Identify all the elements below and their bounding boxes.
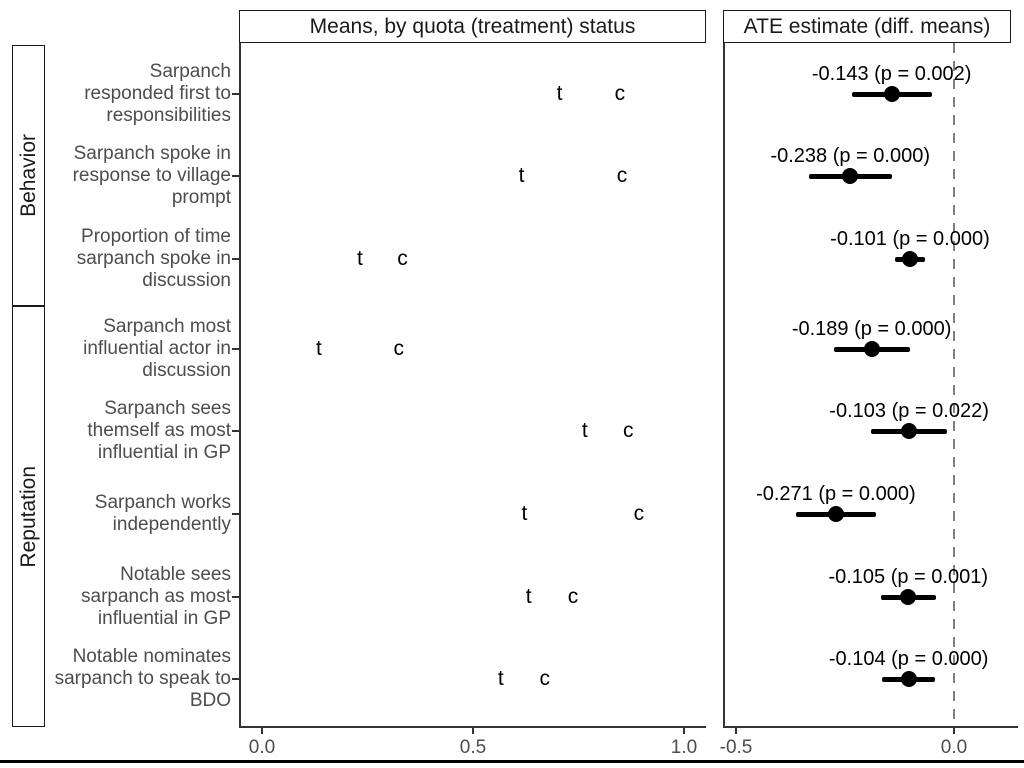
y-tick	[232, 513, 239, 515]
means-panel-x-tick	[683, 727, 685, 734]
panel-title-ate: ATE estimate (diff. means)	[723, 10, 1011, 43]
y-axis-label: Sarpanch responded first to responsibiliti…	[84, 61, 231, 127]
y-axis-label: Sarpanch spoke in response to village prom…	[73, 143, 231, 209]
y-axis-label-line: discussion	[142, 360, 231, 381]
c-marker: c	[393, 337, 404, 360]
y-axis-label: Notable nominates sarpanch to speak to BDO	[55, 646, 231, 712]
y-axis-label-line: independently	[112, 514, 231, 535]
y-axis-label-line: influential actor in	[83, 338, 231, 359]
panel-title-means: Means, by quota (treatment) status	[239, 10, 706, 43]
ate-annotation: -0.189 (p = 0.000)	[791, 318, 952, 340]
y-axis-label-line: sarpanch as most	[81, 586, 231, 607]
c-marker: c	[616, 164, 628, 187]
point-estimate-dot	[863, 341, 880, 357]
c-marker: c	[614, 82, 626, 105]
means-panel-x-tick-label: 0.5	[459, 737, 487, 758]
bottom-border	[0, 760, 1024, 763]
y-axis-label-line: Notable sees	[120, 564, 231, 585]
facet-label-reputation: Reputation	[12, 306, 45, 727]
y-axis-label: Sarpanch most influential actor in discuss…	[83, 316, 231, 382]
means-panel-x-tick	[261, 727, 263, 734]
y-axis-label-line: Sarpanch	[149, 61, 231, 82]
ate-panel-x-tick	[953, 727, 955, 734]
y-tick	[232, 175, 239, 177]
means-panel-x-tick	[472, 727, 474, 734]
panel-title-means-text: Means, by quota (treatment) status	[309, 14, 636, 38]
c-marker: c	[539, 667, 550, 690]
means-panel-x-tick-label: 0.0	[248, 737, 276, 758]
means-panel-y-axis-line	[239, 43, 241, 728]
y-tick	[232, 678, 239, 680]
ate-panel-x-tick-label: 0.0	[940, 737, 968, 758]
point-estimate-dot	[900, 671, 917, 687]
y-axis-label-line: sarpanch to speak to	[54, 668, 231, 689]
y-tick	[232, 258, 239, 260]
facet-label-behavior-text: Behavior	[16, 134, 40, 217]
y-axis-label: Proportion of time sarpanch spoke in discu…	[77, 226, 231, 292]
t-marker: t	[521, 502, 528, 525]
y-tick	[232, 430, 239, 432]
c-marker: c	[623, 419, 634, 442]
ate-annotation: -0.105 (p = 0.001)	[828, 566, 988, 588]
y-axis-label-line: Sarpanch spoke in	[73, 143, 231, 164]
point-estimate-dot	[901, 251, 918, 267]
ate-annotation: -0.104 (p = 0.000)	[828, 648, 989, 670]
ate-annotation: -0.101 (p = 0.000)	[830, 228, 990, 250]
panel-title-ate-text: ATE estimate (diff. means)	[743, 14, 991, 38]
c-marker: c	[567, 585, 579, 608]
y-axis-label-line: Proportion of time	[81, 226, 231, 247]
y-axis-label: Sarpanch works independently	[95, 492, 231, 536]
zero-reference-line	[953, 43, 955, 727]
ate-panel-x-tick-label: -0.5	[719, 737, 753, 758]
t-marker: t	[518, 164, 525, 187]
point-estimate-dot	[842, 168, 859, 184]
ate-panel-x-tick	[735, 727, 737, 734]
ate-annotation: -0.271 (p = 0.000)	[756, 483, 916, 505]
point-estimate-dot	[901, 423, 918, 439]
means-panel-x-tick-label: 1.0	[670, 737, 698, 758]
y-axis-label-line: responsibilities	[106, 105, 231, 126]
y-axis-label-line: prompt	[171, 187, 231, 208]
ate-annotation: -0.103 (p = 0.022)	[829, 400, 989, 422]
y-tick	[232, 596, 239, 598]
y-axis-label-line: Sarpanch sees	[104, 398, 231, 419]
c-marker: c	[397, 247, 408, 270]
t-marker: t	[525, 585, 532, 608]
y-axis-label-line: themself as most	[87, 420, 231, 441]
point-estimate-dot	[900, 589, 917, 605]
y-axis-label-line: response to village	[72, 165, 231, 186]
y-axis-label-line: responded first to	[84, 83, 231, 104]
y-axis-label: Sarpanch sees themself as most influential…	[87, 398, 231, 464]
y-tick	[232, 93, 239, 95]
ate-panel-y-axis-line	[723, 43, 725, 728]
t-marker: t	[497, 667, 504, 690]
y-axis-label: Notable sees sarpanch as most influential …	[81, 564, 231, 630]
y-axis-label-line: influential in GP	[97, 442, 231, 463]
y-axis-label-line: influential in GP	[97, 608, 231, 629]
y-axis-label-line: Sarpanch works	[94, 492, 231, 513]
t-marker: t	[356, 247, 363, 270]
point-estimate-dot	[883, 86, 900, 102]
c-marker: c	[633, 502, 645, 525]
y-axis-label-line: BDO	[189, 690, 231, 711]
facet-label-behavior: Behavior	[12, 45, 45, 306]
t-marker: t	[316, 337, 322, 360]
ate-annotation: -0.143 (p = 0.002)	[811, 63, 972, 85]
y-axis-label-line: sarpanch spoke in	[76, 248, 231, 269]
t-marker: t	[581, 419, 588, 442]
t-marker: t	[556, 82, 563, 105]
ate-annotation: -0.238 (p = 0.000)	[770, 145, 930, 167]
y-axis-label-line: Notable nominates	[72, 646, 231, 667]
point-estimate-dot	[827, 506, 844, 522]
y-axis-label-line: Sarpanch most	[103, 316, 231, 337]
ate-panel-x-axis-line	[723, 726, 1018, 728]
facet-label-reputation-text: Reputation	[16, 465, 40, 568]
y-axis-label-line: discussion	[142, 270, 231, 291]
y-tick	[232, 348, 239, 350]
